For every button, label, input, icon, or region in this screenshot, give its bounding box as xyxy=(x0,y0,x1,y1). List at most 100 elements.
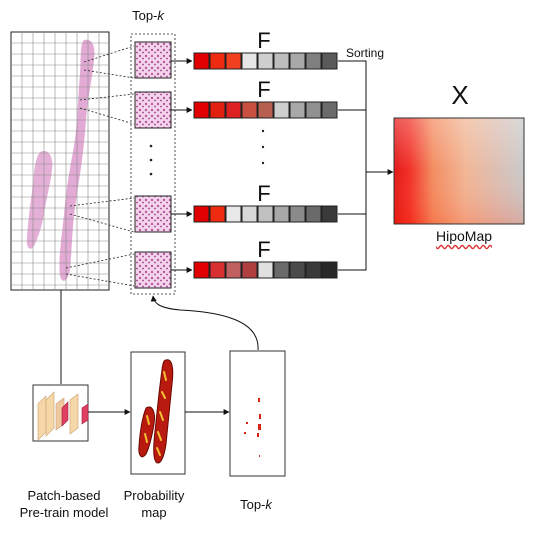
feature-cell xyxy=(273,205,290,223)
ellipsis-dot xyxy=(261,129,265,133)
top-k-map-label: Top-k xyxy=(224,497,288,512)
feature-cell xyxy=(289,261,306,279)
feature-cell xyxy=(209,101,226,119)
feature-cell xyxy=(193,52,210,70)
feature-cell xyxy=(257,205,274,223)
model-layer xyxy=(81,403,89,425)
feature-cell xyxy=(289,205,306,223)
pretrain-model-label: Patch-based Pre-train model xyxy=(6,487,122,521)
top-k-variable: k xyxy=(157,8,164,23)
ellipsis-dot xyxy=(261,161,265,165)
f-symbol-label: F xyxy=(257,77,271,102)
feature-cell xyxy=(241,52,258,70)
feature-row-1 xyxy=(193,52,338,70)
feature-cell xyxy=(225,261,242,279)
feature-cell xyxy=(289,101,306,119)
pretrain-model-box xyxy=(32,384,89,442)
patch-to-feature-arrows xyxy=(171,58,193,273)
pretrain-model-label-line1: Patch-based xyxy=(27,488,101,503)
feature-cell xyxy=(273,52,290,70)
ellipsis-dot xyxy=(149,172,153,176)
f-symbol-label: F xyxy=(257,28,271,53)
patch-thumbnail-4 xyxy=(134,251,172,289)
top-k-patch-column xyxy=(130,33,176,295)
feature-cell xyxy=(273,101,290,119)
topk-spot xyxy=(258,424,261,430)
feature-cell xyxy=(225,101,242,119)
feature-row-4 xyxy=(193,261,338,279)
model-layer xyxy=(37,395,47,441)
topk-spot xyxy=(244,432,246,434)
feature-cell xyxy=(257,52,274,70)
probability-highlights xyxy=(144,415,150,443)
feature-cell xyxy=(257,261,274,279)
x-symbol-label: X xyxy=(451,80,469,110)
patch-thumbnail-3 xyxy=(134,195,172,233)
hipomap-heatmap xyxy=(393,117,525,225)
feature-cell xyxy=(209,261,226,279)
top-k-prefix: Top- xyxy=(132,8,158,23)
ellipsis-dot xyxy=(149,158,153,162)
probability-strip-short xyxy=(138,406,155,458)
model-layer xyxy=(45,391,55,437)
feature-cell xyxy=(289,52,306,70)
topk-feedback-curve xyxy=(150,295,259,351)
feature-ellipsis xyxy=(261,129,265,165)
model-layer xyxy=(61,401,69,427)
feature-cell xyxy=(305,261,322,279)
hipomap-label: HipoMap xyxy=(435,228,493,244)
probability-highlights xyxy=(156,371,167,456)
topk-spot xyxy=(257,433,259,437)
feature-cell xyxy=(321,261,338,279)
feature-cell xyxy=(225,205,242,223)
probability-map xyxy=(130,351,186,475)
pretrain-model-label-line2: Pre-train model xyxy=(19,505,109,520)
topk-spot xyxy=(259,414,261,419)
probability-map-label: Probability map xyxy=(112,487,196,521)
feature-cell xyxy=(193,261,210,279)
feature-cell xyxy=(257,101,274,119)
top-k-header-label: Top-k xyxy=(118,8,178,23)
feature-cell xyxy=(305,205,322,223)
f-symbol-label: F xyxy=(257,181,271,206)
ellipsis-dot xyxy=(261,145,265,149)
feature-cell xyxy=(305,52,322,70)
feature-cell xyxy=(241,205,258,223)
feature-cell xyxy=(241,101,258,119)
probability-map-label-line2: map xyxy=(141,505,167,520)
patch-thumbnail-2 xyxy=(134,91,172,129)
feature-cell xyxy=(225,52,242,70)
top-k-variable: k xyxy=(265,497,272,512)
feature-vectors xyxy=(193,52,338,279)
patch-guide-lines xyxy=(65,45,135,287)
topk-spot xyxy=(259,455,260,457)
feature-cell xyxy=(241,261,258,279)
feature-cell xyxy=(193,101,210,119)
whole-slide-image xyxy=(10,31,110,291)
feature-cell xyxy=(273,261,290,279)
feature-cell xyxy=(321,52,338,70)
sorting-label: Sorting xyxy=(346,46,385,60)
sorting-connectors xyxy=(338,60,394,271)
feature-cell xyxy=(305,101,322,119)
probability-map-label-line1: Probability xyxy=(123,488,185,503)
feature-row-2 xyxy=(193,101,338,119)
top-k-map xyxy=(229,350,286,477)
probability-strip-long xyxy=(153,359,174,464)
topk-spot xyxy=(258,398,260,402)
feature-cell xyxy=(321,205,338,223)
f-symbol-label: F xyxy=(257,237,271,262)
feature-cell xyxy=(209,52,226,70)
topk-spot xyxy=(246,422,248,424)
feature-cell xyxy=(321,101,338,119)
model-layer xyxy=(69,393,79,435)
feature-cell xyxy=(209,205,226,223)
top-k-prefix: Top- xyxy=(240,497,266,512)
ellipsis-dot xyxy=(149,144,153,148)
patch-grid xyxy=(11,32,109,290)
feature-cell xyxy=(193,205,210,223)
patch-thumbnail-1 xyxy=(134,41,172,79)
feature-row-3 xyxy=(193,205,338,223)
